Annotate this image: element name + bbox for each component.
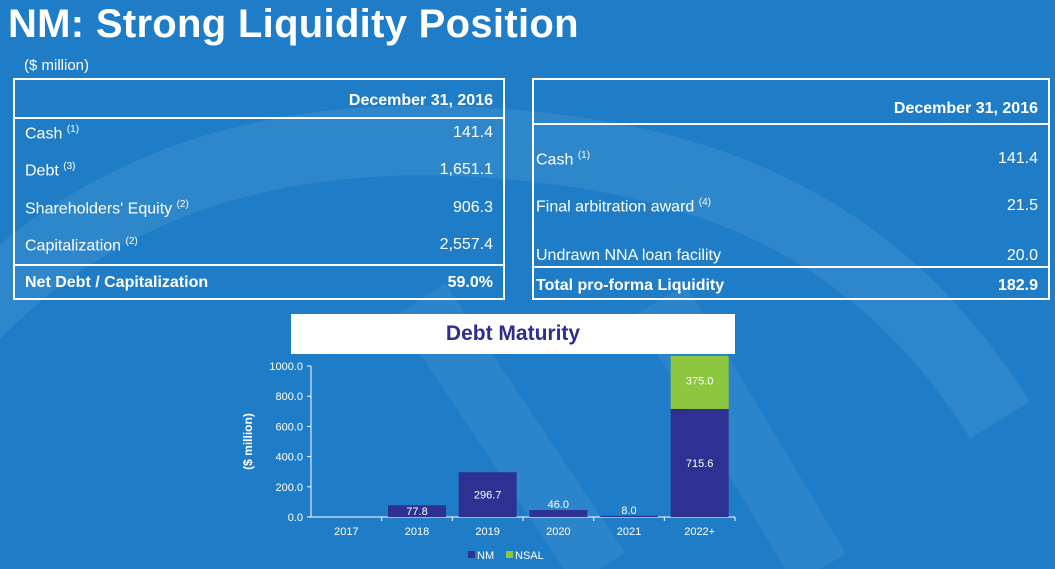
table-row: Capitalization (2) 2,557.4	[25, 236, 493, 260]
row-label: Debt	[25, 162, 59, 180]
bar-nm	[600, 515, 658, 517]
data-label: 77.8	[406, 506, 427, 518]
row-value: 1,651.1	[439, 161, 493, 178]
chart-title: Debt Maturity	[291, 314, 735, 354]
bar-nsal	[670, 356, 729, 409]
y-tick-label: 400.0	[275, 452, 303, 464]
x-tick-label: 2021	[617, 526, 641, 538]
total-value: 59.0%	[447, 274, 493, 291]
unit-label: ($ million)	[24, 57, 90, 74]
footnote-ref: (2)	[125, 236, 138, 247]
table-header-date: December 31, 2016	[348, 92, 493, 109]
footnote-ref: (3)	[63, 161, 76, 172]
total-divider	[534, 266, 1048, 268]
y-axis-label: ($ million)	[241, 413, 255, 470]
footnote-ref: (2)	[176, 199, 189, 210]
footnote-ref: (1)	[66, 124, 80, 135]
footnote-ref: (4)	[698, 197, 711, 208]
page-title: NM: Strong Liquidity Position	[8, 2, 579, 46]
row-value: 906.3	[452, 199, 493, 216]
x-tick-label: 2017	[334, 526, 358, 538]
x-tick-label: 2020	[546, 526, 570, 538]
legend-swatch-nm	[468, 551, 475, 558]
liquidity-table: December 31, 2016 Cash (1) 141.4 Final a…	[532, 78, 1050, 300]
row-label: Shareholders' Equity	[25, 200, 173, 218]
table-row: Shareholders' Equity (2) 906.3	[25, 199, 493, 223]
table-row: Debt (3) 1,651.1	[25, 161, 493, 185]
legend-label: NM	[477, 550, 494, 562]
total-row: Net Debt / Capitalization 59.0%	[25, 274, 493, 298]
row-label: Capitalization	[25, 237, 122, 255]
data-label: 46.0	[548, 499, 569, 511]
total-label: Total pro-forma Liquidity	[536, 277, 725, 294]
total-divider	[15, 264, 503, 266]
row-label: Cash	[25, 125, 63, 143]
bar-nm	[670, 408, 729, 517]
y-tick-label: 200.0	[275, 482, 303, 494]
data-label: 8.0	[621, 505, 636, 517]
total-value: 182.9	[997, 277, 1038, 294]
capitalization-table: December 31, 2016 Cash (1) 141.4 Debt (3…	[13, 78, 505, 300]
header-divider	[534, 123, 1048, 125]
x-tick-label: 2022+	[684, 526, 715, 538]
x-tick-label: 2019	[475, 526, 499, 538]
row-value: 141.4	[997, 150, 1038, 167]
legend-label: NSAL	[515, 550, 544, 562]
table-header-date: December 31, 2016	[893, 100, 1038, 117]
header-divider	[15, 117, 503, 119]
data-label: 715.6	[686, 458, 714, 470]
data-label: 375.0	[686, 376, 714, 388]
footnote-ref: (1)	[577, 150, 591, 161]
bar-nm	[388, 505, 446, 517]
row-value: 21.5	[1006, 197, 1038, 214]
row-label: Cash	[536, 151, 574, 169]
debt-maturity-chart: 0.0 200.0 400.0 600.0 800.0 1000.0 ($ million)…	[241, 356, 736, 562]
row-value: 20.0	[1006, 247, 1038, 264]
data-label: 296.7	[474, 490, 502, 502]
table-row: Final arbitration award (4) 21.5	[536, 197, 1038, 221]
y-tick-label: 0.0	[288, 512, 303, 524]
bar-nm	[458, 472, 517, 517]
y-tick-label: 800.0	[275, 391, 303, 403]
table-row: Cash (1) 141.4	[25, 124, 493, 148]
table-row: Undrawn NNA loan facility 20.0	[536, 247, 1038, 271]
x-tick-label: 2018	[405, 526, 429, 538]
row-label: Final arbitration award	[536, 198, 695, 216]
y-tick-label: 600.0	[275, 421, 303, 433]
legend-swatch-nsal	[506, 551, 513, 558]
total-row: Total pro-forma Liquidity 182.9	[536, 277, 1038, 301]
y-tick-label: 1000.0	[269, 361, 303, 373]
row-value: 141.4	[452, 124, 493, 141]
row-label: Undrawn NNA loan facility	[536, 247, 721, 264]
bar-nm	[529, 510, 588, 517]
table-row: Cash (1) 141.4	[536, 150, 1038, 174]
total-label: Net Debt / Capitalization	[25, 274, 209, 291]
row-value: 2,557.4	[439, 236, 493, 253]
